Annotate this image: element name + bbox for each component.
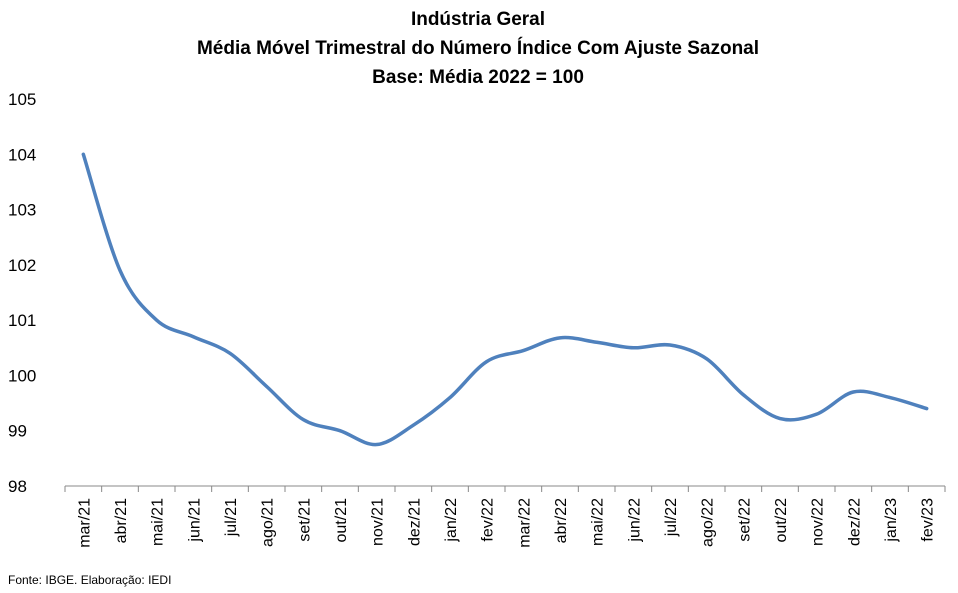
x-axis-tick-labels: mar/21 abr/21 mai/21 jun/21 jul/21 ago/21 set/…: [76, 498, 936, 548]
x-tick-label: out/21: [333, 498, 350, 543]
chart-subtitle: Média Móvel Trimestral do Número Índice …: [197, 37, 759, 59]
data-point: [631, 346, 635, 350]
data-point: [595, 340, 599, 344]
y-tick-label: 98: [8, 477, 27, 496]
series-line: [81, 152, 929, 447]
x-tick-label: abr/22: [553, 498, 570, 543]
x-tick-label: nov/21: [370, 498, 387, 546]
x-tick-label: out/22: [773, 498, 790, 543]
x-tick-label: mar/21: [76, 498, 93, 548]
data-point: [265, 384, 269, 388]
x-tick-label: mai/22: [590, 498, 607, 546]
y-tick-label: 100: [8, 366, 36, 385]
x-tick-label: jun/22: [626, 498, 643, 543]
x-axis-tick-marks: [64, 486, 946, 492]
data-point: [228, 351, 232, 355]
data-point: [558, 336, 562, 340]
x-tick-label: nov/22: [810, 498, 827, 546]
x-tick-label: fev/22: [480, 498, 497, 542]
data-point: [301, 418, 305, 422]
y-tick-label: 99: [8, 422, 27, 441]
x-tick-label: dez/22: [846, 498, 863, 546]
x-tick-label: ago/21: [260, 498, 277, 547]
x-tick-label: jun/21: [186, 498, 203, 543]
data-point: [815, 412, 819, 416]
x-tick-label: dez/21: [406, 498, 423, 546]
data-point: [741, 393, 745, 397]
data-point: [485, 360, 489, 364]
data-point: [118, 268, 122, 272]
x-tick-label: jan/23: [883, 498, 900, 543]
x-tick-label: jan/22: [443, 498, 460, 543]
data-point: [851, 390, 855, 394]
data-point: [448, 396, 452, 400]
series-layer: [81, 152, 929, 447]
data-point: [925, 407, 929, 411]
data-point: [338, 429, 342, 433]
data-point: [191, 335, 195, 339]
x-tick-label: jul/22: [663, 498, 680, 537]
x-tick-label: mar/22: [516, 498, 533, 548]
y-tick-label: 104: [8, 145, 36, 164]
x-tick-label: jul/21: [223, 498, 240, 537]
y-tick-label: 103: [8, 201, 36, 220]
data-point: [375, 443, 379, 447]
chart-subtitle-base: Base: Média 2022 = 100: [372, 67, 584, 88]
data-point: [888, 396, 892, 400]
data-point: [411, 423, 415, 427]
x-tick-label: fev/23: [920, 498, 937, 542]
data-point: [155, 318, 159, 322]
y-tick-label: 102: [8, 256, 36, 275]
data-point: [81, 152, 85, 156]
x-tick-label: set/22: [736, 498, 753, 542]
x-tick-label: set/21: [296, 498, 313, 542]
data-point: [778, 417, 782, 421]
y-tick-label: 101: [8, 311, 36, 330]
x-tick-label: ago/22: [700, 498, 717, 547]
data-point: [668, 343, 672, 347]
y-axis-tick-labels: 98 99 100 101 102 103 104 105: [8, 90, 36, 496]
chart-title: Indústria Geral: [411, 9, 545, 30]
source-note: Fonte: IBGE. Elaboração: IEDI: [8, 573, 172, 587]
x-tick-label: abr/21: [113, 498, 130, 543]
data-point: [705, 357, 709, 361]
data-point: [521, 349, 525, 353]
y-tick-label: 105: [8, 90, 36, 109]
x-tick-label: mai/21: [150, 498, 167, 546]
